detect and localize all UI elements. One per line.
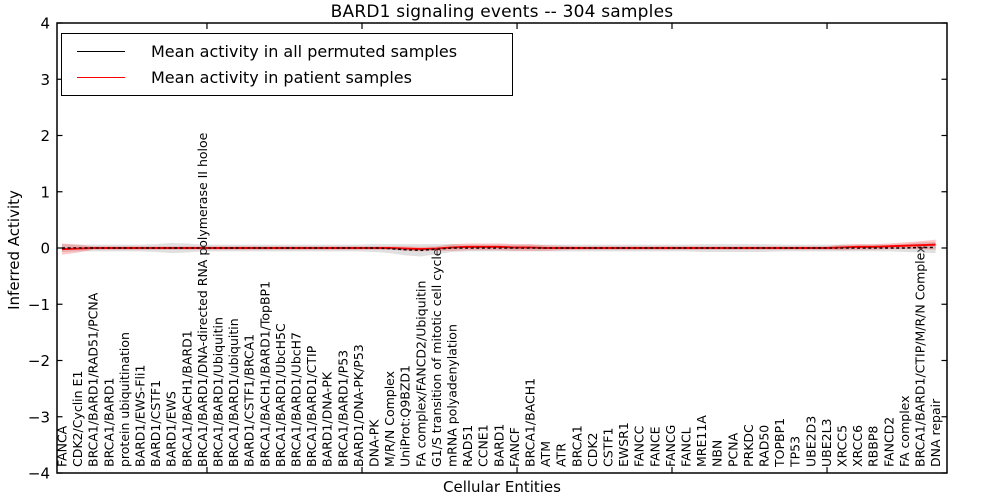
category-label: TOPBP1 xyxy=(772,418,787,468)
legend: Mean activity in all permuted samples Me… xyxy=(61,33,513,96)
category-label: CCNE1 xyxy=(476,424,491,467)
category-label: FANCG xyxy=(663,425,678,467)
category-label: FANCA xyxy=(55,425,70,467)
category-label: BARD1/EWS-Fli1 xyxy=(133,365,148,467)
category-label: RAD51 xyxy=(460,425,475,467)
category-label: EWSR1 xyxy=(616,422,631,467)
category-label: FANCE xyxy=(647,426,662,467)
category-label: UBE2D3 xyxy=(803,416,818,467)
x-axis-label: Cellular Entities xyxy=(443,478,561,496)
category-label: FANCF xyxy=(507,427,522,467)
y-tick-label: 0 xyxy=(40,240,50,258)
legend-label-patient: Mean activity in patient samples xyxy=(151,67,412,87)
category-label: ATR xyxy=(554,443,569,467)
category-label: FANCL xyxy=(679,427,694,467)
category-label: BRCA1 xyxy=(569,425,584,467)
category-label: NBN xyxy=(710,440,725,467)
category-label: CSTF1 xyxy=(601,428,616,467)
category-label: protein ubiquitination xyxy=(117,332,132,467)
category-label: XRCC5 xyxy=(835,425,850,467)
category-label: PRKDC xyxy=(741,424,756,467)
line-permuted xyxy=(62,246,936,252)
category-label: BARD1/DNA-PK xyxy=(320,371,335,467)
category-label: BRCA1/BARD1/Ubiquitin xyxy=(211,317,226,467)
category-label: BARD1 xyxy=(491,424,506,467)
category-label: BARD1/EWS xyxy=(164,391,179,467)
category-label: UBE2L3 xyxy=(819,419,834,468)
chart-title: BARD1 signaling events -- 304 samples xyxy=(330,2,674,22)
category-label: XRCC6 xyxy=(850,425,865,467)
category-label: PCNA xyxy=(725,432,740,467)
category-label: FANCC xyxy=(632,425,647,467)
category-label: CDK2/Cyclin E1 xyxy=(70,371,85,467)
category-label: BRCA1/BARD1/P53 xyxy=(335,350,350,467)
category-label: BRCA1/BACH1/BARD1/TopBP1 xyxy=(257,281,272,467)
category-label: BRCA1/BACH1 xyxy=(523,378,538,467)
legend-item-permuted: Mean activity in all permuted samples xyxy=(62,42,512,61)
category-label: BRCA1/BARD1/UbcH5C xyxy=(273,323,288,467)
category-label: BRCA1/BARD1/DNA-directed RNA polymerase … xyxy=(195,132,210,467)
legend-line-red-icon xyxy=(77,76,125,78)
category-label: BARD1/CSTF1 xyxy=(148,380,163,467)
category-label: RAD50 xyxy=(757,425,772,467)
category-label: BARD1/DNA-PK/P53 xyxy=(351,344,366,467)
legend-item-patient: Mean activity in patient samples xyxy=(62,68,512,87)
y-tick-label: −3 xyxy=(28,408,50,426)
category-label: BRCA1/BARD1/RAD51/PCNA xyxy=(86,292,101,467)
category-label: G1/S transition of mitotic cell cycle xyxy=(429,248,444,467)
category-label: FANCD2 xyxy=(881,417,896,467)
category-label: BRCA1/BARD1/CTIP/M/R/N Complex xyxy=(913,245,928,467)
legend-line-black-icon xyxy=(77,51,125,53)
category-label: DNA-PK xyxy=(367,419,382,467)
y-tick-label: 1 xyxy=(40,183,50,201)
y-tick-label: 4 xyxy=(40,15,50,33)
category-label: FA complex xyxy=(897,395,912,467)
category-label: RBBP8 xyxy=(866,426,881,467)
y-tick-label: −2 xyxy=(28,352,50,370)
y-tick-label: −1 xyxy=(28,296,50,314)
category-label: M/R/N Complex xyxy=(382,371,397,467)
category-label: MRE11A xyxy=(694,415,709,467)
band-permuted xyxy=(62,241,936,257)
category-label: TP53 xyxy=(788,436,803,468)
category-label: BRCA1/BARD1/UbcH7 xyxy=(289,332,304,467)
category-label: BRCA1/BARD1/CTIP xyxy=(304,345,319,467)
category-label: CDK2 xyxy=(585,432,600,467)
series-group xyxy=(61,239,936,257)
category-label: ATM xyxy=(538,441,553,467)
category-label: FA complex/FANCD2/Ubiquitin xyxy=(413,281,428,467)
category-label: mRNA polyadenylation xyxy=(445,324,460,467)
y-tick-label: 3 xyxy=(40,71,50,89)
category-label: BARD1/CSTF1/BRCA1 xyxy=(242,334,257,467)
y-tick-label: −4 xyxy=(28,465,50,483)
y-tick-label: 2 xyxy=(40,127,50,145)
category-label: UniProt:Q9BZD1 xyxy=(398,365,413,467)
category-label: BRCA1/BARD1 xyxy=(101,378,116,467)
category-label: BRCA1/BARD1/ubiquitin xyxy=(226,318,241,467)
category-label: BRCA1/BACH1/BARD1 xyxy=(179,330,194,467)
legend-label-permuted: Mean activity in all permuted samples xyxy=(151,42,458,62)
category-label: DNA repair xyxy=(928,398,943,467)
